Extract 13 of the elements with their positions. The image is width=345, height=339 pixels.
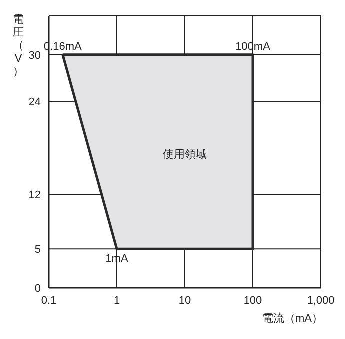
x-axis-title: 電流（mA） [262,312,323,326]
y-axis-title: 電圧（V） [12,14,25,79]
x-tick-label: 10 [178,294,192,307]
y-tick-label: 12 [28,190,41,202]
y-tick-label: 30 [28,50,41,62]
x-tick-label: 0.1 [41,294,57,307]
annotation: 使用領域 [163,148,207,162]
y-tick-label: 5 [34,244,41,256]
y-tick-label: 24 [28,96,41,108]
x-tick-label: 1 [114,294,120,307]
y-tick-label: 0 [34,282,41,295]
x-tick-label: 1,000 [307,294,335,307]
x-tick-label: 100 [244,294,262,307]
